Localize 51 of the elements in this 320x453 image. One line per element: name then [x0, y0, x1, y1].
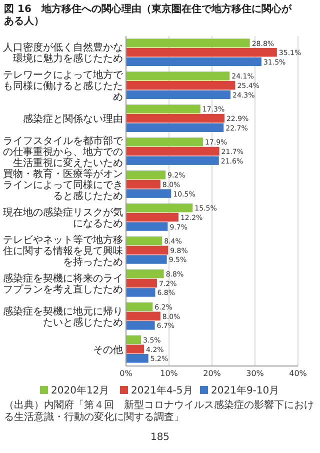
y-tick-label: その他 [93, 344, 123, 356]
bar [126, 138, 203, 146]
bar [126, 236, 162, 246]
bar [126, 57, 262, 66]
y-tick-label: 買物・教育・医療等がオンラインによって同様にできると感じたため [3, 168, 123, 202]
text: 185 [150, 432, 170, 443]
bar [126, 114, 224, 123]
y-tick-label: 感染症を契機に将来のライフプランを考え直したため [3, 272, 123, 296]
y-tick-label: 感染症を契機に地元に帰りたいと感じたため [3, 305, 123, 328]
x-tick-label: 10% [160, 369, 178, 378]
bar [126, 222, 168, 231]
y-tick-label: ライフスタイルを都市部での仕事重視から、地方での生活重視に変えたいため [3, 135, 124, 170]
bar [126, 189, 172, 198]
bar [126, 170, 166, 180]
x-tick-label: 40% [289, 369, 308, 378]
bar [126, 104, 200, 114]
bar [126, 321, 155, 330]
bar [126, 72, 230, 80]
bar [126, 156, 219, 165]
bar [126, 344, 144, 354]
bar [126, 90, 230, 100]
bar [126, 80, 236, 90]
bar [126, 48, 277, 57]
bar [126, 278, 157, 288]
x-tick-label: 30% [246, 369, 264, 378]
bar [126, 38, 250, 48]
bar [126, 269, 164, 278]
bar [126, 312, 160, 320]
bar [126, 288, 156, 297]
bar [126, 146, 220, 156]
legend-label: 2020年12月 [51, 384, 110, 396]
bar [126, 203, 193, 212]
y-tick-label: テレワークによって地方でも同様に働けると感じたため [3, 69, 124, 104]
legend-label: 2021年9-10月 [211, 384, 280, 396]
y-tick-label: 現在地の感染症リスクが気になるため [3, 206, 123, 230]
chart-title: 図 16 地方移住への関心理由（東京圏在住で地方移住に関心がある人） [4, 3, 292, 27]
bar [126, 212, 178, 222]
y-tick-label: 感染症と関係ない理由 [23, 113, 123, 126]
x-tick-label: 0% [120, 369, 133, 378]
legend-label: 2021年4-5月 [131, 384, 193, 396]
y-tick-label: テレビやネット等で地方移住に関する情報を見て興味を持ったため [3, 234, 123, 268]
text: （出典）内閣府「第４回 新型コロナウイルス感染症の影響下における生活意識・行動の変化に関する調査」 [4, 399, 314, 423]
bar [126, 246, 168, 255]
y-tick-label: 人口密度が低く自然豊かな環境に魅力を感じたため [3, 42, 123, 65]
bar [126, 180, 160, 189]
bar [126, 123, 224, 132]
x-tick-label: 20% [203, 369, 222, 378]
bar [126, 354, 148, 363]
bar [126, 302, 153, 312]
bar [126, 335, 142, 344]
bar [126, 255, 167, 264]
